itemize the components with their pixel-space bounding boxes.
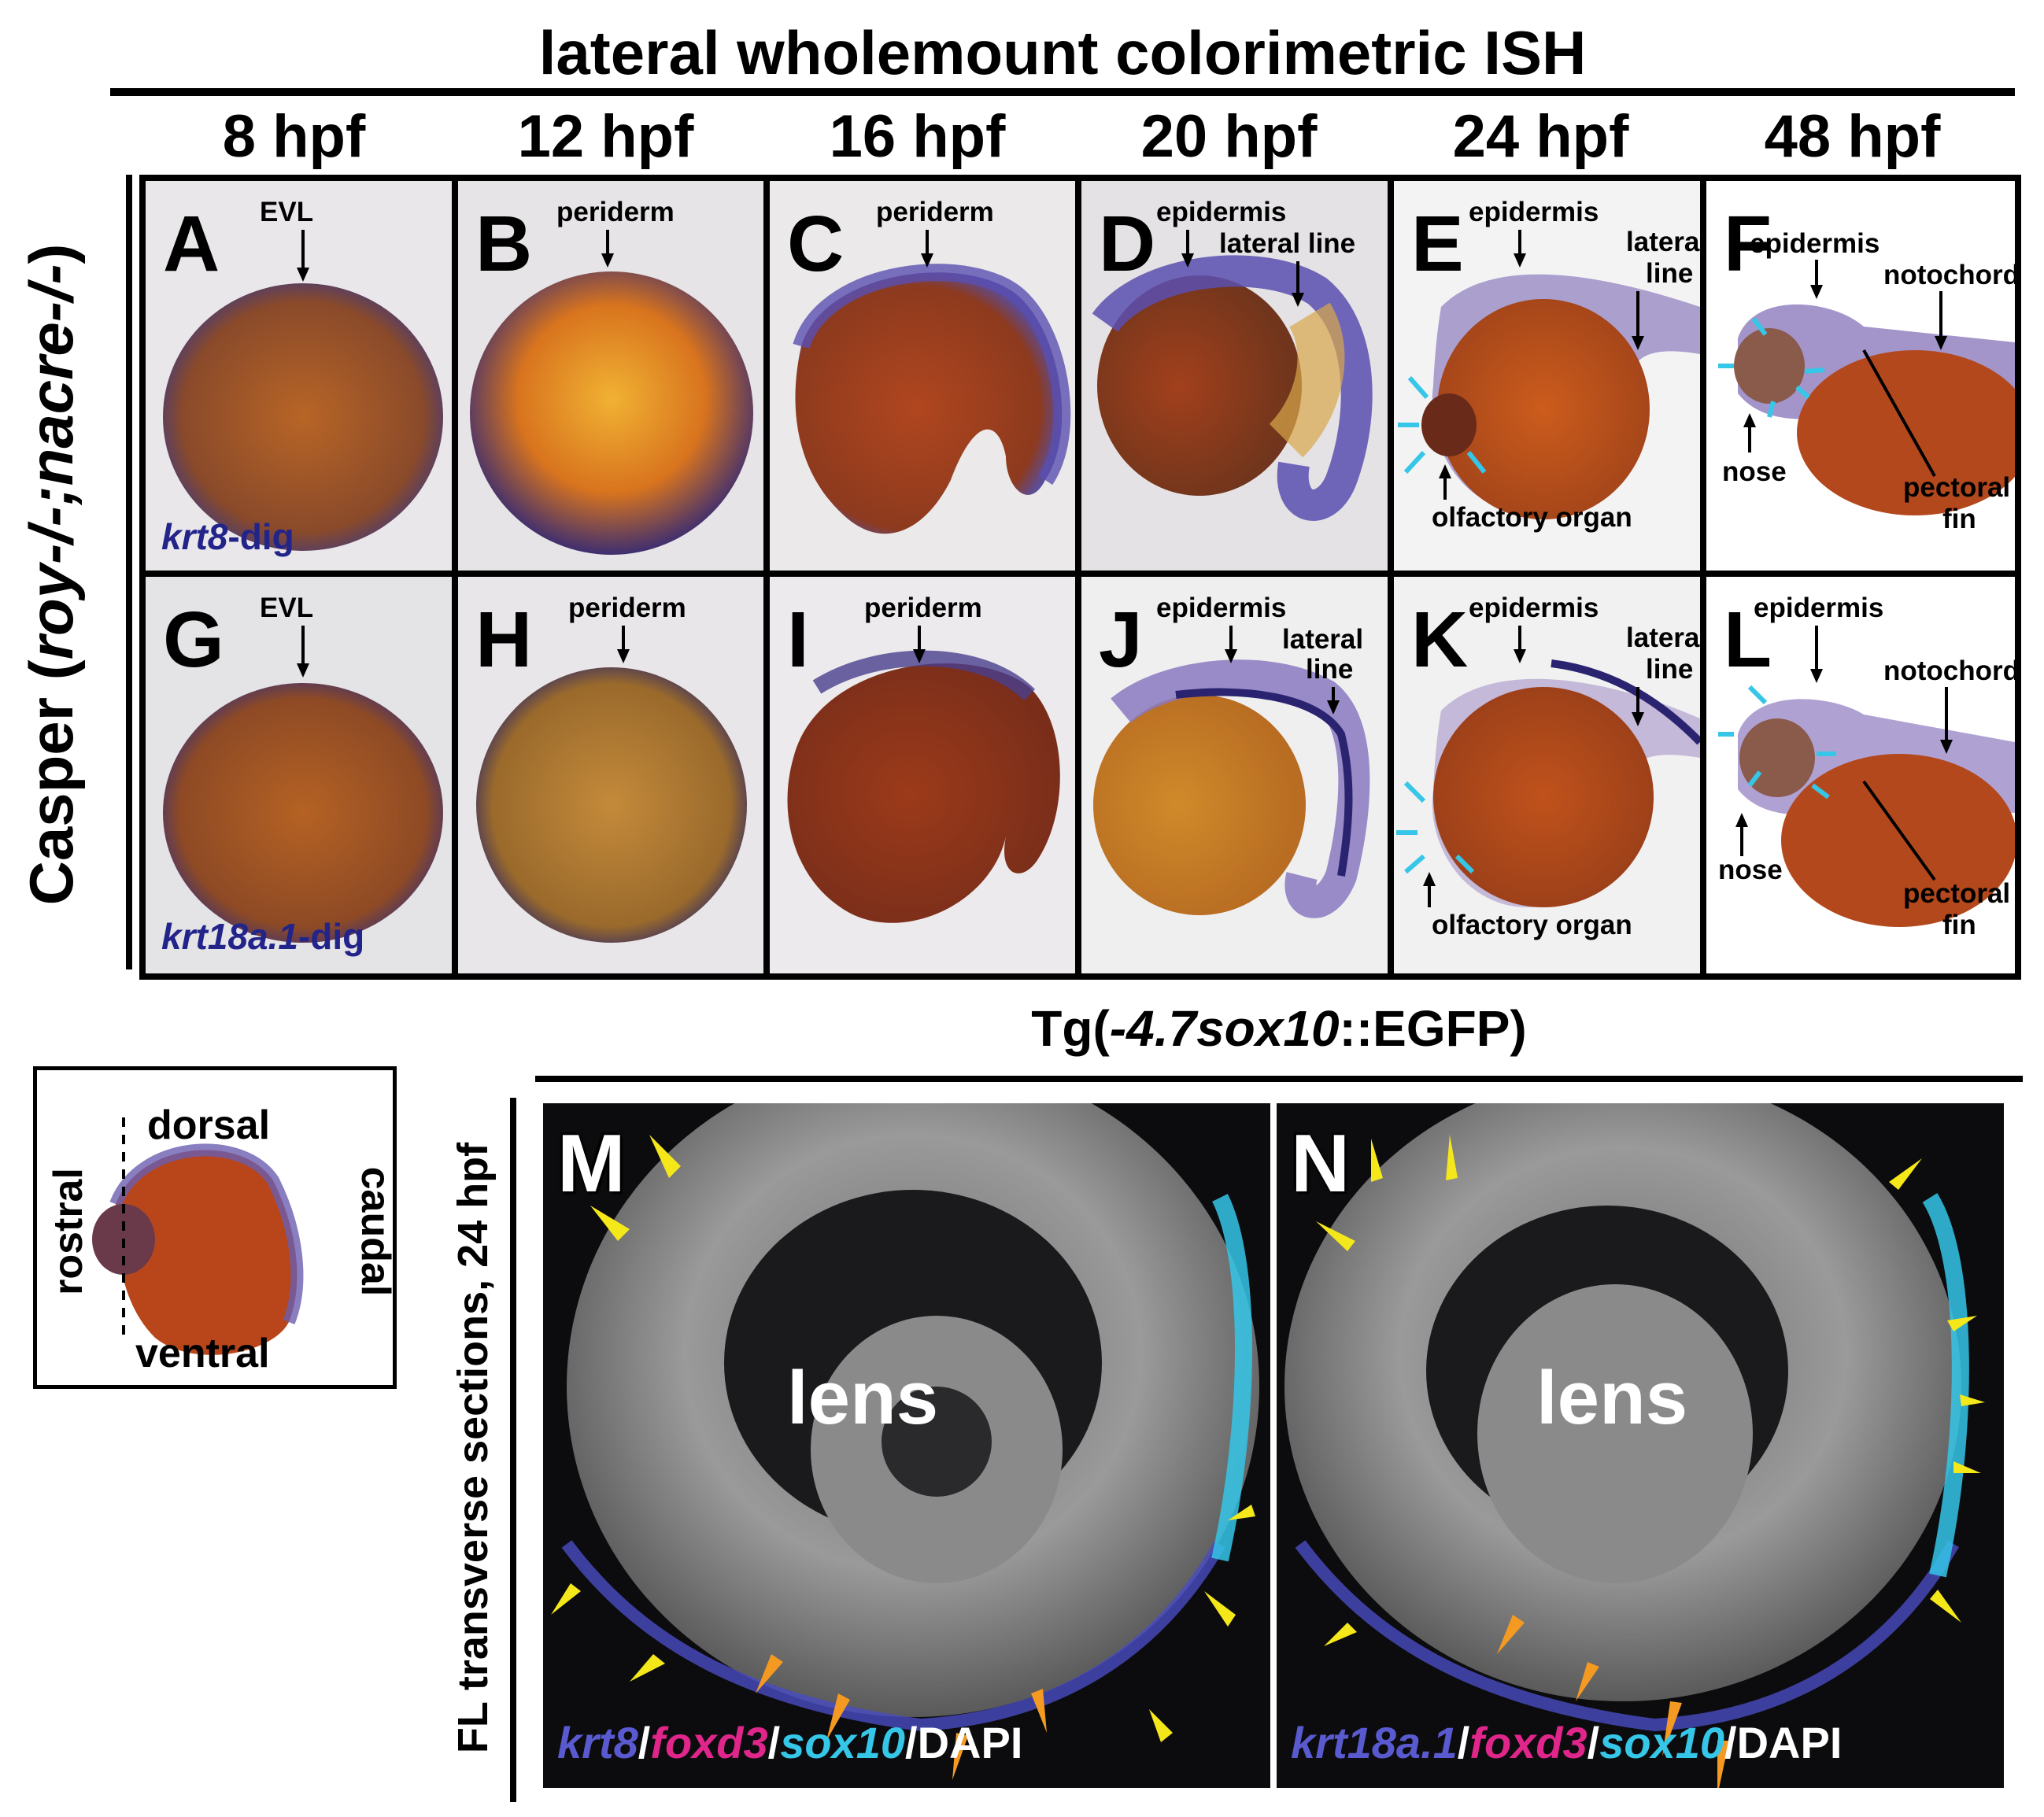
embryo-image (1432, 659, 1700, 907)
panel-letter: M (557, 1118, 626, 1209)
label-fin: fin (1942, 910, 1976, 940)
probe-label: krt8-dig (161, 516, 294, 557)
strain-label: Casper (roy-/-;nacre-/-) (17, 243, 86, 906)
fl-label-bar (510, 1098, 516, 1802)
row-label-bar (126, 175, 132, 969)
label-lateral: lateral (1626, 227, 1700, 257)
label-epidermis: epidermis (1469, 197, 1599, 227)
panel-J: J epidermis lateral line (1081, 577, 1388, 973)
label-epidermis: epidermis (1469, 593, 1599, 623)
label-evl: EVL (260, 593, 314, 623)
label-epidermis: epidermis (1156, 593, 1287, 623)
panel-N: N lens krt18a.1/foxd3/sox10/DAPI (1277, 1103, 2004, 1788)
panel-I: I periderm (770, 577, 1075, 973)
stain-legend: krt8/foxd3/sox10/DAPI (557, 1718, 1023, 1767)
timepoint-12hpf: 12 hpf (517, 103, 694, 170)
ish-panel-grid: A EVL krt8-dig B periderm C periderm D (139, 175, 2021, 980)
embryo-image (476, 667, 747, 943)
panel-letter: L (1724, 596, 1772, 684)
embryo-image (1093, 659, 1370, 918)
panel-letter: J (1099, 596, 1143, 684)
lens-label: lens (787, 1356, 939, 1440)
label-epidermis: epidermis (1754, 593, 1884, 623)
embryo-image (163, 683, 443, 943)
label-notochord: notochord (1883, 656, 2015, 686)
label-periderm: periderm (876, 197, 994, 227)
label-olfactory-organ: olfactory organ (1432, 910, 1632, 940)
panel-A: A EVL krt8-dig (146, 181, 452, 571)
panel-letter: I (787, 596, 809, 684)
orientation-legend: dorsal ventral rostral caudal (33, 1066, 398, 1389)
label-pectoral: pectoral (1903, 472, 2011, 503)
timepoint-20hpf: 20 hpf (1140, 103, 1318, 170)
label-lateral: lateral (1626, 622, 1700, 653)
label-evl: EVL (260, 197, 314, 227)
fluorescence-image (1277, 1103, 2004, 1788)
panel-letter: H (475, 596, 533, 684)
panel-letter: D (1099, 200, 1156, 288)
panel-letter: K (1411, 596, 1469, 684)
embryo-image (1738, 699, 2015, 927)
label-ventral: ventral (135, 1331, 270, 1376)
label-fin: fin (1942, 504, 1976, 534)
panel-letter: G (163, 596, 224, 684)
title-rule (110, 88, 2015, 96)
timepoint-24hpf: 24 hpf (1452, 103, 1629, 170)
panel-letter: F (1724, 200, 1772, 288)
panel-letter: N (1291, 1118, 1351, 1209)
label-nose: nose (1722, 456, 1787, 487)
label-lateral: lateral (1282, 624, 1364, 655)
panel-letter: E (1411, 200, 1464, 288)
embryo-image (163, 283, 443, 551)
panel-F: F epidermis notochord nose pectoral fin (1706, 181, 2015, 571)
label-periderm: periderm (864, 593, 982, 623)
label-line: line (1646, 654, 1694, 685)
label-epidermis: epidermis (1156, 197, 1287, 227)
lens-label: lens (1536, 1356, 1688, 1440)
timepoint-16hpf: 16 hpf (829, 103, 1006, 170)
label-caudal: caudal (353, 1166, 398, 1297)
transgene-rule (535, 1076, 2023, 1082)
label-pectoral: pectoral (1903, 878, 2011, 909)
label-dorsal: dorsal (147, 1102, 271, 1148)
label-line: line (1646, 258, 1694, 289)
panel-D: D epidermis lateral line (1081, 181, 1388, 571)
panel-letter: A (163, 200, 220, 288)
timepoint-8hpf: 8 hpf (222, 103, 366, 170)
embryo-image (787, 650, 1060, 923)
probe-label: krt18a.1-dig (161, 916, 365, 957)
stain-legend: krt18a.1/foxd3/sox10/DAPI (1291, 1718, 1843, 1767)
panel-B: B periderm (458, 181, 763, 571)
panel-M: M lens krt8/foxd3/sox10/DAPI (543, 1103, 1270, 1788)
transgene-title: Tg(-4.7sox10::EGFP) (1031, 1000, 1527, 1057)
fluorescence-image (543, 1103, 1270, 1788)
label-periderm: periderm (556, 197, 675, 227)
panel-E: E epidermis lateral line olfactory organ (1394, 181, 1700, 571)
embryo-image (1421, 274, 1700, 519)
panel-H: H periderm (458, 577, 763, 973)
label-periderm: periderm (568, 593, 686, 623)
panel-letter: B (475, 200, 533, 288)
embryo-image (1734, 304, 2015, 515)
label-rostral: rostral (46, 1168, 91, 1295)
label-nose: nose (1718, 855, 1783, 885)
label-notochord: notochord (1883, 260, 2015, 290)
panel-letter: C (787, 200, 845, 288)
figure-title: lateral wholemount colorimetric ISH (538, 18, 1587, 87)
panel-G: G EVL krt18a.1-dig (146, 577, 452, 973)
panel-L: L epidermis notochord nose pectoral fin (1706, 577, 2015, 973)
label-epidermis: epidermis (1750, 228, 1880, 259)
panel-K: K epidermis lateral line olfactory organ (1394, 577, 1700, 973)
fl-side-label: FL transverse sections, 24 hpf (449, 1142, 497, 1754)
embryo-image (470, 271, 753, 555)
label-olfactory-organ: olfactory organ (1432, 502, 1632, 533)
embryo-image (1092, 255, 1373, 521)
embryo-image (793, 264, 1071, 534)
label-line: line (1306, 654, 1354, 685)
orientation-embryo (92, 1117, 304, 1355)
panel-C: C periderm (770, 181, 1075, 571)
timepoint-48hpf: 48 hpf (1764, 103, 1941, 170)
label-lateral-line: lateral line (1219, 228, 1356, 259)
